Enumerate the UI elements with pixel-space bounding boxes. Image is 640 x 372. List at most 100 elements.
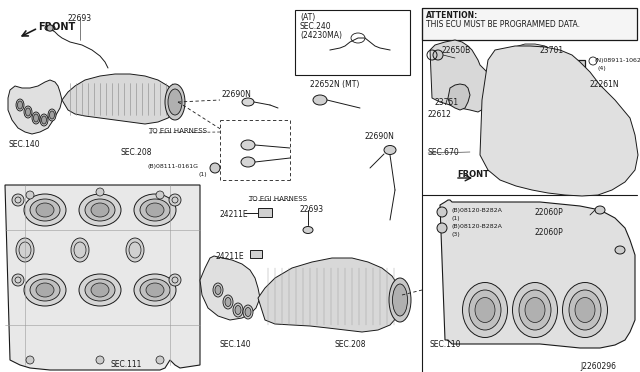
Polygon shape xyxy=(200,256,260,320)
Polygon shape xyxy=(5,185,200,370)
Ellipse shape xyxy=(91,203,109,217)
Ellipse shape xyxy=(595,206,605,214)
Ellipse shape xyxy=(168,89,182,115)
Ellipse shape xyxy=(40,114,48,126)
Bar xyxy=(258,208,272,217)
Text: (4): (4) xyxy=(598,66,607,71)
Polygon shape xyxy=(440,200,635,348)
Text: TO EGI HARNESS: TO EGI HARNESS xyxy=(248,196,307,202)
Ellipse shape xyxy=(91,283,109,297)
Ellipse shape xyxy=(569,290,601,330)
Polygon shape xyxy=(480,46,638,196)
Ellipse shape xyxy=(17,101,22,109)
Text: 22652N (MT): 22652N (MT) xyxy=(310,80,360,89)
Ellipse shape xyxy=(463,282,508,337)
Text: FRONT: FRONT xyxy=(457,170,489,179)
Text: 23751: 23751 xyxy=(435,98,459,107)
Polygon shape xyxy=(510,44,563,162)
Text: 24211E: 24211E xyxy=(220,210,248,219)
Text: (B)08120-B282A: (B)08120-B282A xyxy=(452,224,503,229)
Polygon shape xyxy=(62,74,178,124)
Text: SEC.240: SEC.240 xyxy=(300,22,332,31)
Ellipse shape xyxy=(126,238,144,262)
Text: 22650B: 22650B xyxy=(442,46,471,55)
Ellipse shape xyxy=(32,112,40,124)
Circle shape xyxy=(26,191,34,199)
Bar xyxy=(250,250,262,258)
Ellipse shape xyxy=(45,25,55,31)
Text: (1): (1) xyxy=(452,216,461,221)
Ellipse shape xyxy=(241,140,255,150)
Circle shape xyxy=(156,191,164,199)
Text: SEC.140: SEC.140 xyxy=(8,140,40,149)
Text: (1): (1) xyxy=(198,172,207,177)
Text: THIS ECU MUST BE PROGRAMMED DATA.: THIS ECU MUST BE PROGRAMMED DATA. xyxy=(426,20,580,29)
Ellipse shape xyxy=(140,199,170,221)
Ellipse shape xyxy=(79,194,121,226)
Text: SEC.140: SEC.140 xyxy=(220,340,252,349)
Ellipse shape xyxy=(215,285,221,295)
Ellipse shape xyxy=(389,278,411,322)
Circle shape xyxy=(96,188,104,196)
Circle shape xyxy=(169,274,181,286)
Bar xyxy=(525,65,533,70)
Text: (3): (3) xyxy=(452,232,461,237)
Ellipse shape xyxy=(79,274,121,306)
Circle shape xyxy=(210,163,220,173)
Ellipse shape xyxy=(30,199,60,221)
Ellipse shape xyxy=(134,194,176,226)
Ellipse shape xyxy=(24,194,66,226)
Ellipse shape xyxy=(36,283,54,297)
Text: FRONT: FRONT xyxy=(38,22,76,32)
Ellipse shape xyxy=(313,95,327,105)
Text: 24211E: 24211E xyxy=(215,252,244,261)
Circle shape xyxy=(169,194,181,206)
Circle shape xyxy=(156,356,164,364)
Bar xyxy=(555,65,563,70)
Ellipse shape xyxy=(242,98,254,106)
Ellipse shape xyxy=(30,279,60,301)
Ellipse shape xyxy=(42,116,47,124)
Bar xyxy=(535,128,543,133)
Ellipse shape xyxy=(241,157,255,167)
Ellipse shape xyxy=(49,111,54,119)
Text: 22060P: 22060P xyxy=(535,228,564,237)
Ellipse shape xyxy=(146,283,164,297)
Bar xyxy=(535,65,543,70)
Text: ATTENTION:: ATTENTION: xyxy=(426,11,478,20)
Text: 22690N: 22690N xyxy=(222,90,252,99)
Text: SEC.110: SEC.110 xyxy=(430,340,461,349)
Text: 22693: 22693 xyxy=(68,14,92,23)
Circle shape xyxy=(47,25,53,31)
Ellipse shape xyxy=(223,295,233,309)
Text: 22060P: 22060P xyxy=(535,208,564,217)
Bar xyxy=(525,72,580,124)
Circle shape xyxy=(12,194,24,206)
Bar xyxy=(555,128,563,133)
Ellipse shape xyxy=(146,203,164,217)
Ellipse shape xyxy=(233,303,243,317)
Circle shape xyxy=(12,274,24,286)
Polygon shape xyxy=(430,40,492,112)
Bar xyxy=(520,60,585,140)
Ellipse shape xyxy=(235,305,241,314)
Ellipse shape xyxy=(36,203,54,217)
Ellipse shape xyxy=(513,282,557,337)
Text: (B)08111-0161G: (B)08111-0161G xyxy=(147,164,198,169)
Ellipse shape xyxy=(475,298,495,323)
Polygon shape xyxy=(8,80,62,134)
Ellipse shape xyxy=(225,298,231,307)
Bar xyxy=(565,128,573,133)
Ellipse shape xyxy=(16,99,24,111)
Ellipse shape xyxy=(519,290,551,330)
Circle shape xyxy=(26,356,34,364)
Text: 22690N: 22690N xyxy=(365,132,395,141)
Text: J2260296: J2260296 xyxy=(580,362,616,371)
Polygon shape xyxy=(448,84,470,110)
Ellipse shape xyxy=(384,145,396,154)
Ellipse shape xyxy=(525,298,545,323)
Bar xyxy=(545,65,553,70)
Bar xyxy=(295,10,410,75)
Text: (B)08120-B282A: (B)08120-B282A xyxy=(452,208,503,213)
Ellipse shape xyxy=(85,199,115,221)
